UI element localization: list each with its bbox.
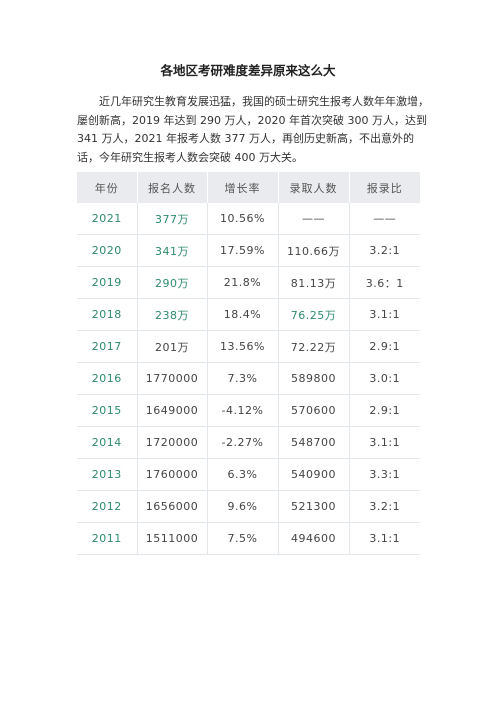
cell-applicants: 1770000	[137, 362, 208, 395]
cell-year: 2018	[77, 298, 138, 331]
table-row: 2020 341万 17.59% 110.66万 3.2:1	[77, 234, 420, 267]
cell-ratio: 2.9:1	[349, 394, 420, 427]
table-row: 2011 1511000 7.5% 494600 3.1:1	[77, 522, 420, 555]
cell-ratio: 3.1:1	[349, 522, 420, 555]
table-row: 2017 201万 13.56% 72.22万 2.9:1	[77, 330, 420, 363]
cell-applicants: 377万	[137, 203, 208, 235]
cell-year: 2015	[77, 394, 138, 427]
cell-growth: 17.59%	[207, 234, 279, 267]
cell-admitted: 540900	[278, 458, 350, 491]
cell-year: 2013	[77, 458, 138, 491]
cell-ratio: ——	[349, 203, 420, 235]
table-row: 2015 1649000 -4.12% 570600 2.9:1	[77, 394, 420, 427]
cell-year: 2012	[77, 490, 138, 523]
cell-ratio: 3.2:1	[349, 490, 420, 523]
cell-ratio: 3.2:1	[349, 234, 420, 267]
cell-year: 2019	[77, 266, 138, 299]
cell-ratio: 3.1:1	[349, 426, 420, 459]
cell-growth: 6.3%	[207, 458, 279, 491]
table-row: 2014 1720000 -2.27% 548700 3.1:1	[77, 426, 420, 459]
cell-admitted: 81.13万	[278, 266, 350, 299]
cell-growth: 21.8%	[207, 266, 279, 299]
cell-applicants: 1760000	[137, 458, 208, 491]
table-row: 2016 1770000 7.3% 589800 3.0:1	[77, 362, 420, 395]
cell-applicants: 201万	[137, 330, 208, 363]
header-admitted: 录取人数	[278, 172, 350, 203]
table-row: 2013 1760000 6.3% 540900 3.3:1	[77, 458, 420, 491]
cell-admitted: 548700	[278, 426, 350, 459]
cell-admitted: ——	[278, 203, 350, 235]
admissions-table: 年份 报名人数 增长率 录取人数 报录比 2021 377万 10.56% ——…	[77, 172, 420, 555]
cell-applicants: 1649000	[137, 394, 208, 427]
cell-admitted: 494600	[278, 522, 350, 555]
cell-applicants: 290万	[137, 266, 208, 299]
cell-year: 2017	[77, 330, 138, 363]
cell-year: 2011	[77, 522, 138, 555]
header-applicants: 报名人数	[137, 172, 208, 203]
page-title: 各地区考研难度差异原来这么大	[160, 63, 336, 78]
cell-growth: -2.27%	[207, 426, 279, 459]
cell-ratio: 3.1:1	[349, 298, 420, 331]
cell-growth: 18.4%	[207, 298, 279, 331]
cell-admitted: 589800	[278, 362, 350, 395]
cell-admitted: 521300	[278, 490, 350, 523]
header-growth: 增长率	[207, 172, 279, 203]
cell-ratio: 3.3:1	[349, 458, 420, 491]
cell-applicants: 1656000	[137, 490, 208, 523]
table-row: 2012 1656000 9.6% 521300 3.2:1	[77, 490, 420, 523]
table-row: 2019 290万 21.8% 81.13万 3.6：1	[77, 266, 420, 299]
cell-year: 2021	[77, 203, 138, 235]
cell-applicants: 238万	[137, 298, 208, 331]
cell-growth: 7.5%	[207, 522, 279, 555]
intro-paragraph: 近几年研究生教育发展迅猛，我国的硕士研究生报考人数年年激增，屡创新高，2019 …	[77, 95, 429, 164]
cell-applicants: 341万	[137, 234, 208, 267]
cell-year: 2016	[77, 362, 138, 395]
cell-year: 2020	[77, 234, 138, 267]
cell-growth: 7.3%	[207, 362, 279, 395]
cell-applicants: 1720000	[137, 426, 208, 459]
cell-growth: 9.6%	[207, 490, 279, 523]
cell-admitted: 76.25万	[278, 298, 350, 331]
header-ratio: 报录比	[349, 172, 420, 203]
cell-ratio: 2.9:1	[349, 330, 420, 363]
table-row: 2018 238万 18.4% 76.25万 3.1:1	[77, 298, 420, 331]
cell-year: 2014	[77, 426, 138, 459]
table-row: 2021 377万 10.56% —— ——	[77, 203, 420, 235]
cell-growth: 13.56%	[207, 330, 279, 363]
cell-applicants: 1511000	[137, 522, 208, 555]
cell-admitted: 72.22万	[278, 330, 350, 363]
cell-admitted: 570600	[278, 394, 350, 427]
cell-admitted: 110.66万	[278, 234, 350, 267]
cell-growth: 10.56%	[207, 203, 279, 235]
header-year: 年份	[77, 172, 138, 203]
cell-growth: -4.12%	[207, 394, 279, 427]
table-header-row: 年份 报名人数 增长率 录取人数 报录比	[77, 172, 420, 203]
cell-ratio: 3.6：1	[349, 266, 420, 299]
cell-ratio: 3.0:1	[349, 362, 420, 395]
